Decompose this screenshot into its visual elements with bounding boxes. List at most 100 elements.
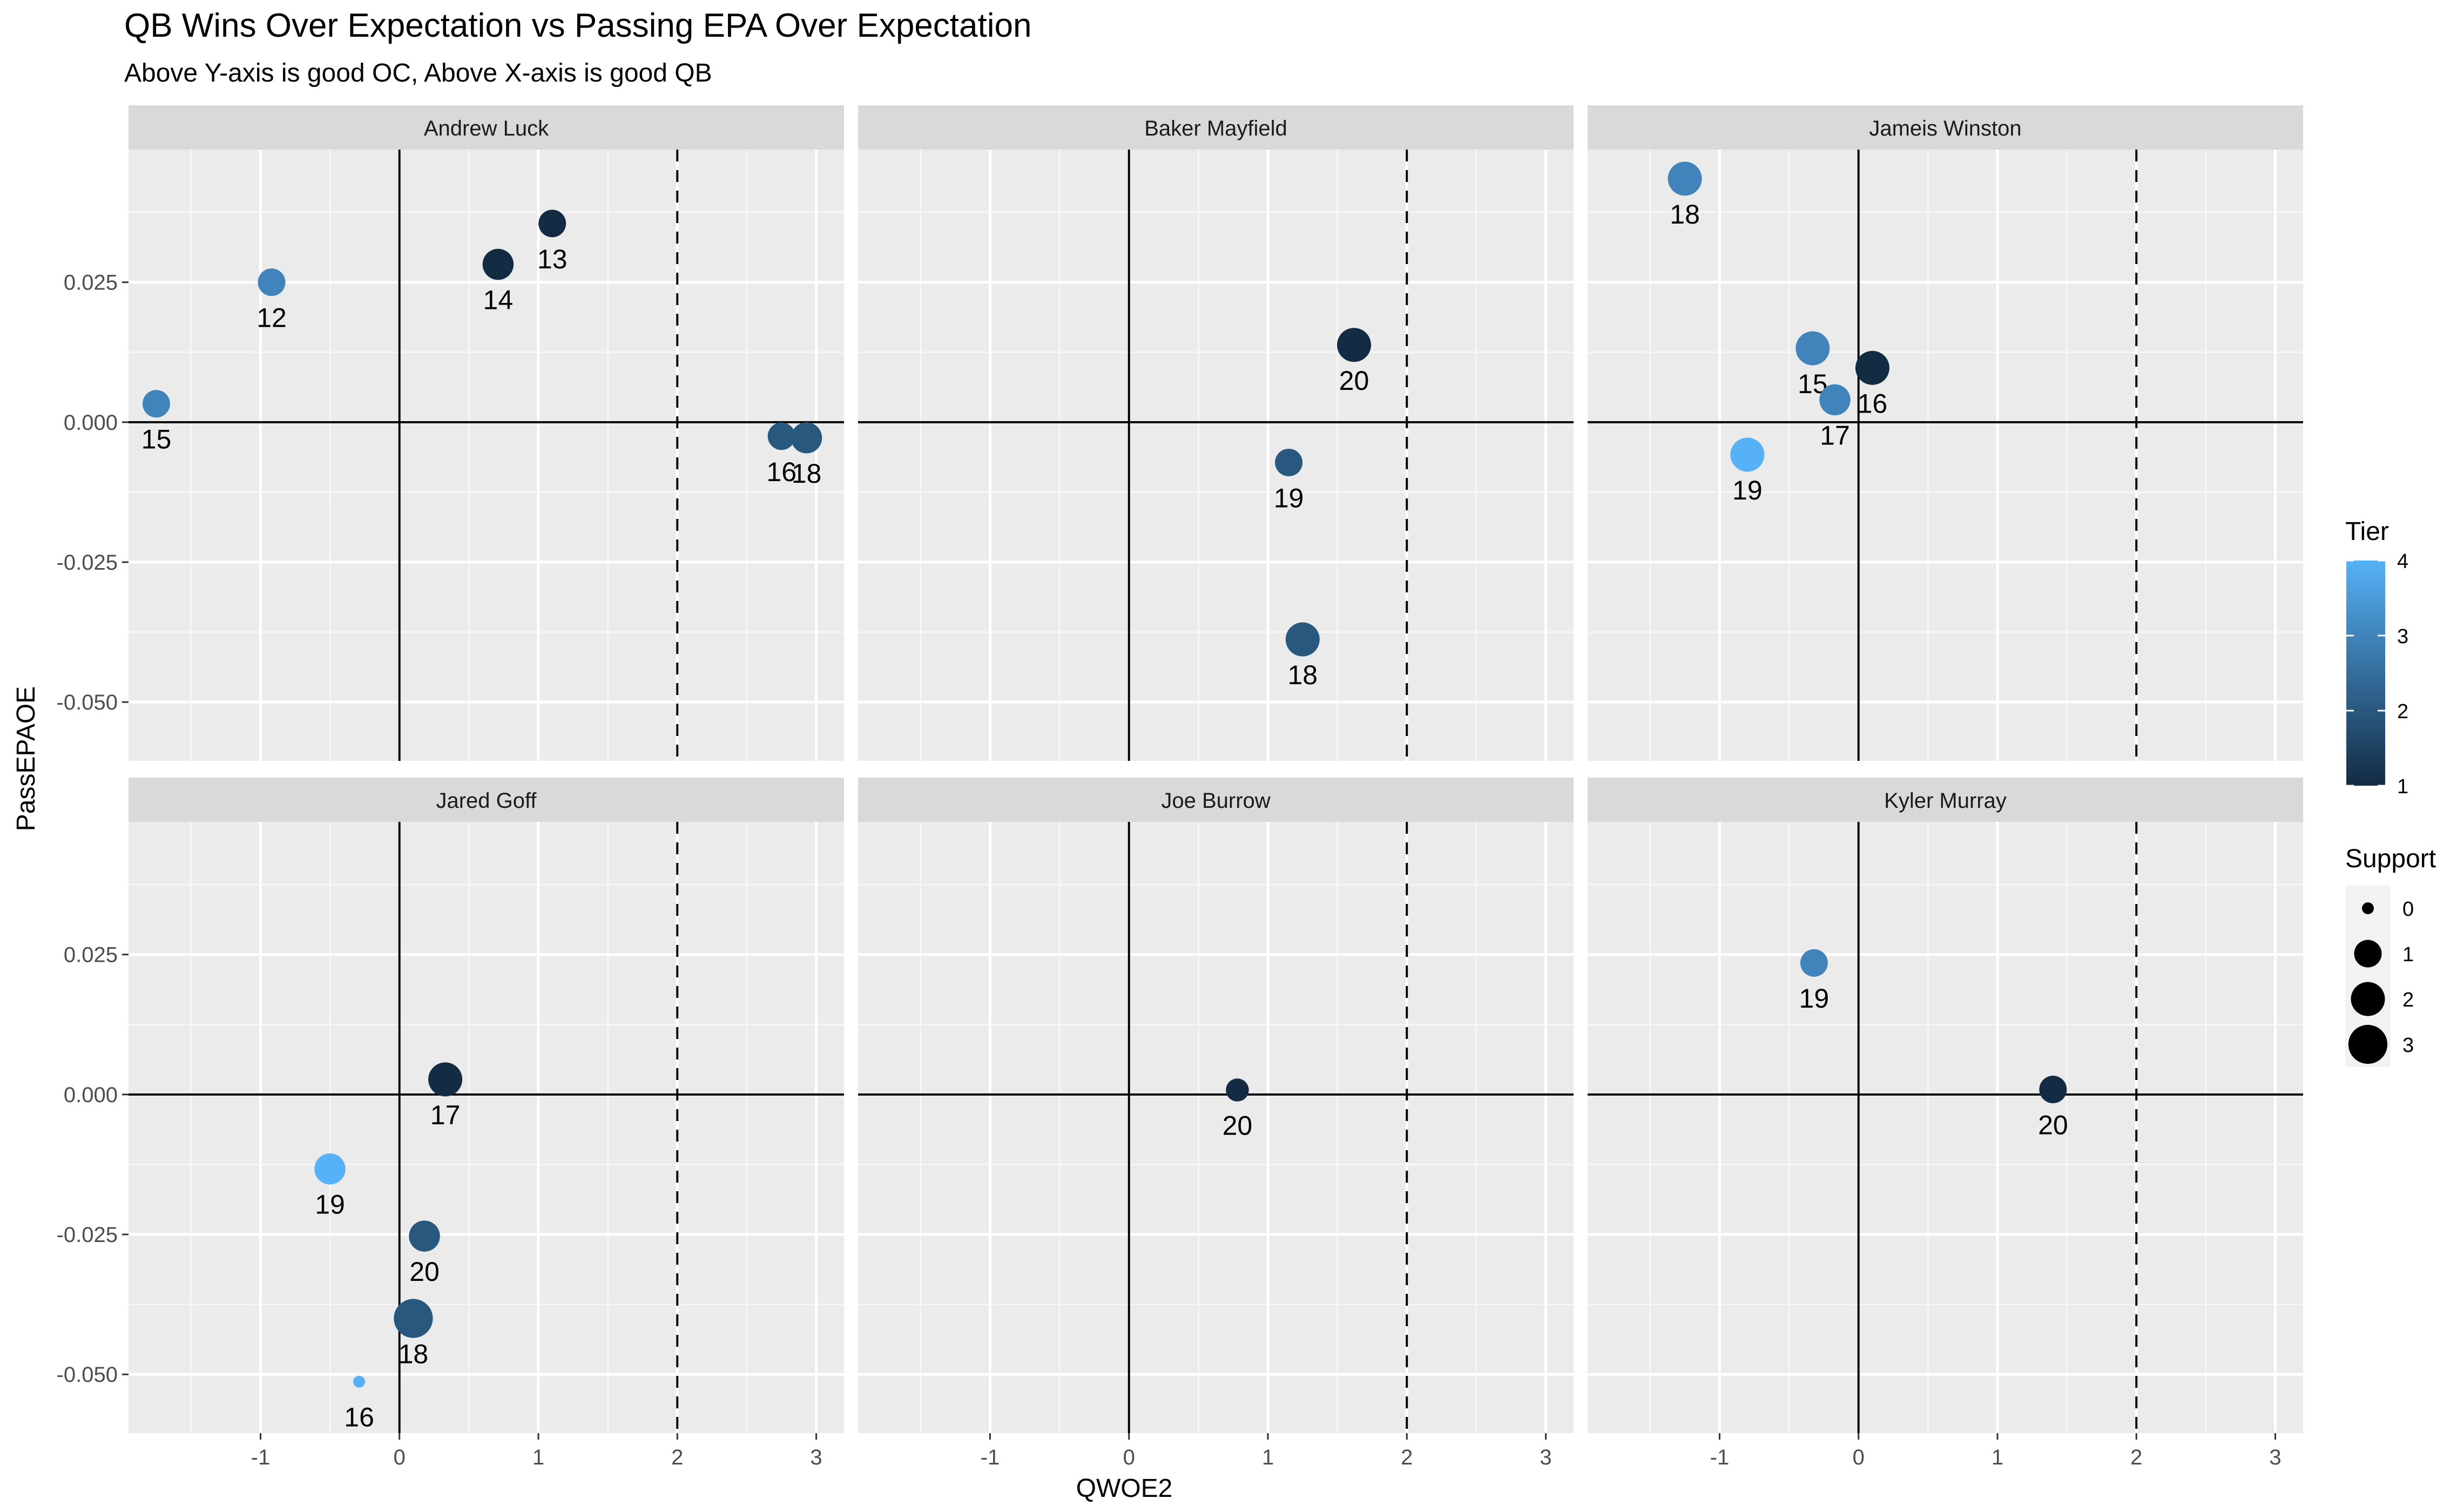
x-tick-label: 3 [810, 1446, 822, 1469]
x-tick-label: 0 [1853, 1446, 1865, 1469]
data-point [314, 1153, 346, 1185]
facet-strip-label: Kyler Murray [1884, 789, 2007, 813]
support-legend-label: 1 [2402, 943, 2414, 966]
data-point [1819, 384, 1851, 416]
chart-subtitle: Above Y-axis is good OC, Above X-axis is… [124, 59, 712, 87]
data-point [1796, 331, 1830, 366]
data-point [2039, 1076, 2067, 1104]
facet-strip-label: Joe Burrow [1161, 789, 1270, 813]
data-point [1730, 437, 1765, 472]
x-tick-label: 2 [1401, 1446, 1413, 1469]
y-tick-label: 0.025 [64, 943, 118, 967]
size-key-point [2351, 982, 2385, 1016]
data-point [1275, 448, 1303, 476]
data-point [353, 1375, 366, 1388]
size-key-point [2362, 902, 2374, 914]
size-key-point [2348, 1024, 2388, 1064]
tier-legend-label: 4 [2397, 550, 2408, 573]
point-label: 19 [315, 1190, 345, 1220]
facet-panel: Kyler Murray 19 20 -1 0 1 2 3 [1588, 778, 2303, 1469]
facet-strip [858, 105, 1574, 150]
point-label: 16 [766, 457, 796, 487]
point-label: 15 [141, 424, 172, 455]
facet-strip-label: Andrew Luck [424, 117, 549, 140]
y-tick-label: -0.050 [57, 1363, 118, 1387]
support-legend-label: 0 [2402, 898, 2414, 921]
point-label: 19 [1799, 983, 1830, 1014]
x-tick-label: -1 [981, 1446, 1000, 1469]
point-label: 20 [409, 1257, 440, 1287]
facet-strip [129, 105, 844, 150]
data-point [1226, 1078, 1249, 1102]
facet-strip [1588, 105, 2303, 150]
point-label: 18 [1287, 660, 1318, 690]
data-point [791, 422, 822, 454]
facet-strip-label: Jared Goff [436, 789, 537, 813]
panel-background [858, 150, 1574, 761]
y-tick-label: -0.025 [57, 551, 118, 575]
x-tick-label: 3 [2269, 1446, 2281, 1469]
y-tick-label: -0.025 [57, 1223, 118, 1247]
data-point [142, 390, 170, 418]
x-tick-label: 1 [532, 1446, 544, 1469]
y-tick-label: 0.025 [64, 271, 118, 295]
facet-panels: Andrew Luck151214131618-0.050-0.0250.000… [57, 105, 2303, 1469]
x-tick-label: 3 [1540, 1446, 1551, 1469]
point-label: 14 [483, 285, 514, 315]
data-point [1800, 949, 1828, 977]
point-label: 18 [1670, 199, 1700, 230]
point-label: 20 [1339, 366, 1369, 396]
y-tick-label: -0.050 [57, 691, 118, 714]
data-point [1668, 161, 1702, 196]
point-label: 12 [256, 303, 287, 333]
data-point [394, 1299, 433, 1338]
x-tick-label: 1 [1262, 1446, 1274, 1469]
panel-background [129, 150, 844, 761]
panel-background [1588, 150, 2303, 761]
chart-title: QB Wins Over Expectation vs Passing EPA … [124, 7, 1031, 44]
point-label: 18 [792, 458, 822, 489]
data-point [258, 268, 286, 296]
size-key-point [2354, 940, 2382, 968]
panel-background [129, 822, 844, 1433]
data-point [409, 1220, 440, 1252]
data-point [428, 1062, 463, 1097]
x-tick-label: 1 [1992, 1446, 2003, 1469]
data-point [1855, 350, 1889, 385]
x-tick-label: -1 [1710, 1446, 1730, 1469]
x-tick-label: 0 [394, 1446, 406, 1469]
point-label: 16 [1858, 388, 1888, 418]
x-tick-label: 2 [671, 1446, 683, 1469]
data-point [538, 210, 566, 238]
tier-colorbar [2346, 561, 2385, 786]
facet-strip [858, 778, 1574, 822]
data-point [1285, 622, 1320, 657]
facet-strip [1588, 778, 2303, 822]
point-label: 20 [2038, 1110, 2068, 1140]
data-point [767, 422, 795, 450]
x-tick-label: -1 [251, 1446, 271, 1469]
support-legend-label: 2 [2402, 989, 2414, 1011]
point-label: 13 [537, 244, 568, 274]
point-label: 17 [1820, 420, 1850, 450]
point-label: 19 [1274, 483, 1304, 513]
point-label: 19 [1732, 475, 1763, 505]
facet-strip-label: Baker Mayfield [1144, 117, 1287, 140]
legend: Tier Support 1 2 3 4 0 1 2 3 [2345, 517, 2436, 1067]
y-tick-label: 0.000 [64, 1083, 118, 1107]
tier-legend-label: 1 [2397, 775, 2408, 798]
point-label: 17 [430, 1100, 461, 1130]
facet-strip [129, 778, 844, 822]
data-point [482, 248, 514, 280]
x-axis-title: QWOE2 [1076, 1474, 1173, 1503]
data-point [1336, 328, 1372, 362]
panel-background [1588, 822, 2303, 1433]
panel-background [858, 822, 1574, 1433]
facet-panel: Joe Burrow 20 -1 0 1 2 3 [858, 778, 1574, 1469]
x-tick-label: 2 [2130, 1446, 2142, 1469]
tier-legend-title: Tier [2345, 517, 2389, 546]
tier-legend-label: 3 [2397, 625, 2408, 648]
